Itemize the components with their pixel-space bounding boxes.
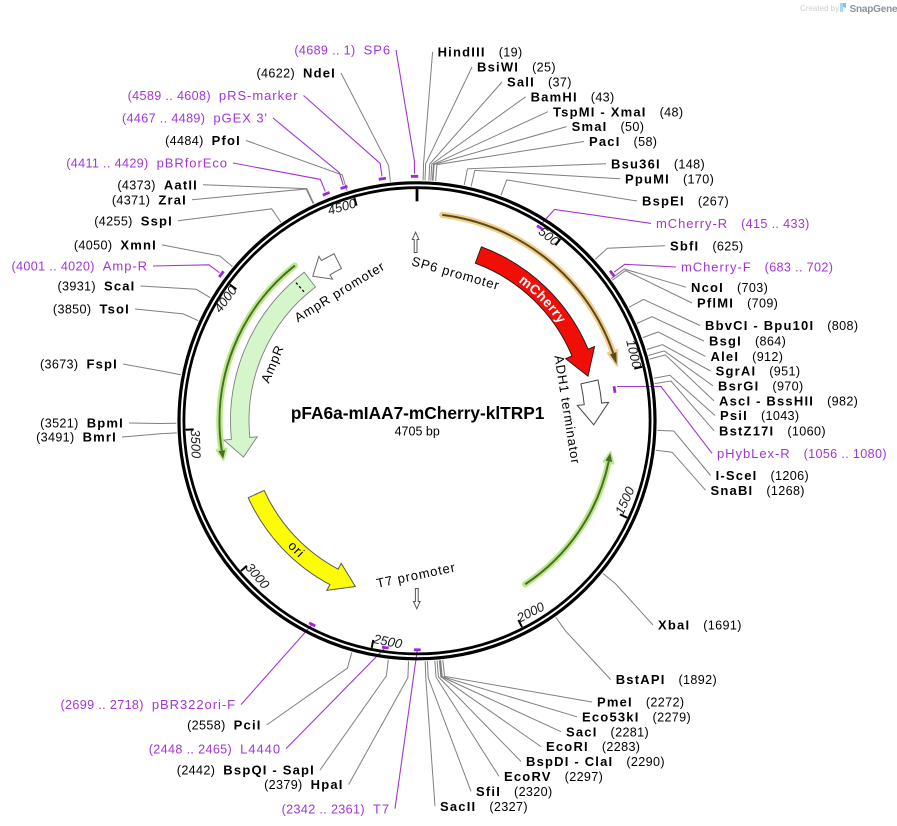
svg-text:(4689 .. 1)SP6: (4689 .. 1) SP6	[294, 43, 391, 58]
svg-text:AscI - BssHII(982): AscI - BssHII (982)	[719, 394, 858, 409]
svg-text:(2342 .. 2361)T7: (2342 .. 2361) T7	[282, 801, 390, 816]
svg-text:Eco53kI(2279): Eco53kI (2279)	[582, 709, 691, 724]
svg-text:SgrAI(951): SgrAI (951)	[716, 364, 801, 379]
svg-text:mCherry-R(415 .. 433): mCherry-R (415 .. 433)	[656, 216, 810, 231]
svg-text:(4484)PfoI: (4484) PfoI	[165, 133, 241, 148]
svg-text:EcoRV(2297): EcoRV (2297)	[504, 769, 603, 784]
svg-text:BstAPI(1892): BstAPI (1892)	[616, 672, 717, 687]
svg-text:(2699 .. 2718)pBR322ori-F: (2699 .. 2718) pBR322ori-F	[61, 697, 236, 712]
svg-text:PflMI(709): PflMI (709)	[697, 296, 778, 311]
svg-text:(2379)HpaI: (2379) HpaI	[264, 777, 344, 792]
svg-text:I-SceI(1206): I-SceI (1206)	[716, 468, 809, 483]
svg-text:SfiI(2320): SfiI (2320)	[476, 784, 553, 799]
svg-text:SbfI(625): SbfI (625)	[670, 238, 744, 253]
svg-text:(4050)XmnI: (4050) XmnI	[74, 238, 157, 253]
svg-text:(2442)BspQI - SapI: (2442) BspQI - SapI	[177, 763, 315, 778]
svg-text:BbvCI - Bpu10I(808): BbvCI - Bpu10I (808)	[705, 318, 858, 333]
svg-text:(3673)FspI: (3673) FspI	[40, 357, 118, 372]
svg-text:SacII(2327): SacII (2327)	[440, 799, 528, 814]
svg-text:BsiWI(25): BsiWI (25)	[477, 60, 556, 75]
svg-text:pFA6a-mIAA7-mCherry-klTRP1: pFA6a-mIAA7-mCherry-klTRP1	[291, 403, 545, 423]
svg-text:BspEI(267): BspEI (267)	[642, 194, 729, 209]
svg-text:NcoI(703): NcoI (703)	[691, 280, 768, 295]
svg-text:AleI(912): AleI (912)	[711, 349, 784, 364]
svg-text:SnapGene: SnapGene	[850, 4, 897, 15]
svg-text:(3521)BpmI: (3521) BpmI	[40, 416, 124, 431]
svg-text:(3491)BmrI: (3491) BmrI	[36, 430, 117, 445]
svg-text:BstZ17I(1060): BstZ17I (1060)	[719, 423, 826, 438]
svg-text:PpuMI(170): PpuMI (170)	[625, 171, 714, 186]
svg-text:(4467 .. 4489)pGEX 3': (4467 .. 4489) pGEX 3'	[122, 111, 268, 126]
svg-text:SacI(2281): SacI (2281)	[566, 724, 649, 739]
svg-text:(3931)ScaI: (3931) ScaI	[57, 279, 135, 294]
svg-text:(4371)ZraI: (4371) ZraI	[112, 192, 187, 207]
svg-text:BamHI(43): BamHI (43)	[531, 89, 615, 104]
svg-text:SalI(37): SalI (37)	[507, 75, 572, 90]
svg-text:2500: 2500	[371, 631, 404, 652]
svg-text:BspDI - ClaI(2290): BspDI - ClaI (2290)	[526, 754, 665, 769]
svg-text:4705 bp: 4705 bp	[395, 425, 440, 439]
svg-text:PmeI(2272): PmeI (2272)	[597, 695, 684, 710]
svg-text:EcoRI(2283): EcoRI (2283)	[546, 739, 640, 754]
svg-text:HindIII(19): HindIII (19)	[438, 45, 523, 60]
svg-text:SnaBI(1268): SnaBI (1268)	[711, 483, 805, 498]
svg-text:(4622)NdeI: (4622) NdeI	[257, 66, 337, 81]
svg-text:SmaI(50): SmaI (50)	[572, 119, 645, 134]
svg-text:(4255)SspI: (4255) SspI	[94, 213, 173, 228]
svg-text:1000: 1000	[623, 338, 645, 370]
svg-text:Bsu36I(148): Bsu36I (148)	[611, 156, 705, 171]
svg-text:TspMI - XmaI(48): TspMI - XmaI (48)	[553, 104, 683, 119]
svg-text:(4373)AatII: (4373) AatII	[117, 177, 198, 192]
svg-text:pHybLex-R(1056 .. 1080): pHybLex-R (1056 .. 1080)	[717, 446, 887, 461]
svg-text:(4589 .. 4608)pRS-marker: (4589 .. 4608) pRS-marker	[128, 88, 299, 103]
svg-text:Created by: Created by	[800, 4, 839, 13]
svg-text:BsrGI(970): BsrGI (970)	[718, 378, 804, 393]
svg-text:BsgI(864): BsgI (864)	[709, 334, 786, 349]
svg-text:XbaI(1691): XbaI (1691)	[658, 618, 742, 633]
svg-text:(3850)TsoI: (3850) TsoI	[53, 302, 130, 317]
svg-text:PsiI(1043): PsiI (1043)	[720, 408, 799, 423]
svg-text:PacI(58): PacI (58)	[589, 134, 657, 149]
svg-text:(2448 .. 2465)L4440: (2448 .. 2465) L4440	[149, 741, 281, 756]
svg-text:3500: 3500	[188, 429, 204, 459]
svg-text:(4001 .. 4020)Amp-R: (4001 .. 4020) Amp-R	[11, 259, 148, 274]
svg-text:(4411 .. 4429)pBRforEco: (4411 .. 4429) pBRforEco	[66, 156, 228, 171]
svg-text:(2558)PciI: (2558) PciI	[187, 718, 261, 733]
svg-text:mCherry-F(683 .. 702): mCherry-F (683 .. 702)	[681, 260, 833, 275]
